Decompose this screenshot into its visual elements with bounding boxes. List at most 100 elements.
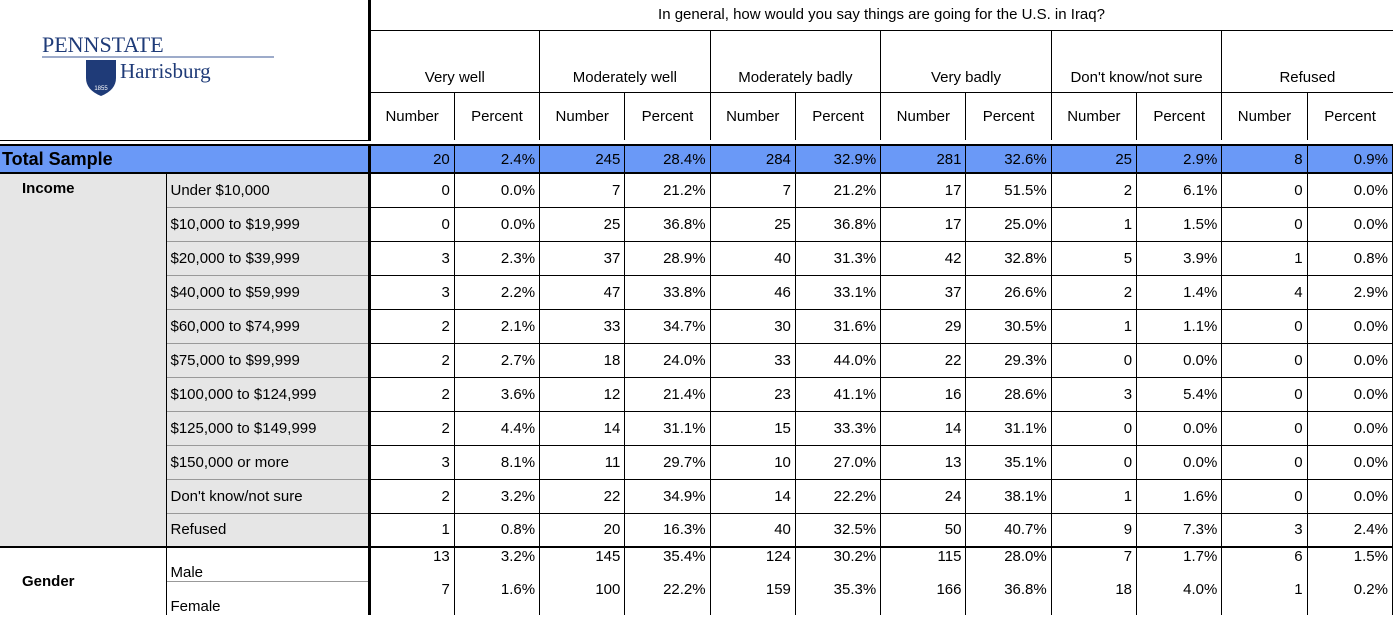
cell: 0.8% xyxy=(1306,241,1393,276)
column-header: Percent xyxy=(1306,91,1393,140)
cell: 6.1% xyxy=(1136,172,1223,208)
cell: 16 xyxy=(880,377,967,412)
cell: 30.2% xyxy=(794,546,882,581)
cell: 14 xyxy=(709,479,796,514)
cell: 16.3% xyxy=(624,513,711,548)
cell: 3.9% xyxy=(1136,241,1223,276)
data-row: $40,000 to $59,999 3 2.2% 47 33.8% 46 33.1% 37 2… xyxy=(0,274,1393,310)
cell: 34.9% xyxy=(624,479,711,514)
data-row: $150,000 or more 3 8.1% 11 29.7% 10 27.0% 13 35.… xyxy=(0,444,1393,480)
cell: 0.8% xyxy=(453,513,541,548)
cell: 35.4% xyxy=(624,546,711,581)
cell: 21.4% xyxy=(624,377,711,412)
cell: 1.7% xyxy=(1136,546,1223,581)
cell: 33 xyxy=(539,309,626,344)
cell: 281 xyxy=(880,144,967,174)
cell: 2 xyxy=(367,479,455,514)
cell: 37 xyxy=(880,275,967,310)
cell: 50 xyxy=(880,513,967,548)
column-header: Percent xyxy=(794,91,881,140)
cell: 33.1% xyxy=(794,275,882,310)
cell: 28.4% xyxy=(624,144,711,174)
cell: 25 xyxy=(709,207,796,242)
cell: 4.0% xyxy=(1136,581,1223,615)
cell: 34.7% xyxy=(624,309,711,344)
logo-cell: PENNSTATE 1855 Harrisburg xyxy=(0,0,371,141)
cell: 124 xyxy=(709,546,796,581)
cell: 24 xyxy=(880,479,967,514)
cell: 284 xyxy=(709,144,796,174)
cell: 0 xyxy=(1221,411,1308,446)
cell: 1.5% xyxy=(1306,546,1393,581)
column-header: Percent xyxy=(965,91,1052,140)
cell: 29.3% xyxy=(965,343,1052,378)
cell: 0.0% xyxy=(1136,343,1223,378)
cell: 2.4% xyxy=(1306,513,1393,548)
cell: 2 xyxy=(1050,172,1138,208)
data-row: $20,000 to $39,999 3 2.3% 37 28.9% 40 31.3% 42 3… xyxy=(0,240,1393,276)
cell: 12 xyxy=(539,377,626,412)
cell: 20 xyxy=(539,513,626,548)
cell: 33.8% xyxy=(624,275,711,310)
cell: 0 xyxy=(367,207,455,242)
cell: 29 xyxy=(880,309,967,344)
group-header: Moderately badly xyxy=(709,29,881,92)
cell: 1.5% xyxy=(1136,207,1223,242)
cell: 44.0% xyxy=(794,343,882,378)
column-header: Number xyxy=(539,91,625,140)
cell: 0 xyxy=(1221,207,1308,242)
cell: 1 xyxy=(1221,581,1308,615)
row-label: $60,000 to $74,999 xyxy=(165,308,369,343)
cell: 18 xyxy=(539,343,626,378)
group-header: Very well xyxy=(367,29,540,92)
cell: 1.4% xyxy=(1136,275,1223,310)
cell: 2 xyxy=(367,411,455,446)
column-header: Number xyxy=(1221,91,1308,140)
cell: 3 xyxy=(367,275,455,310)
column-header: Number xyxy=(709,91,796,140)
cell: 22.2% xyxy=(624,581,711,615)
cell: 2 xyxy=(367,343,455,378)
row-label: $75,000 to $99,999 xyxy=(165,342,369,377)
column-header: Percent xyxy=(453,91,540,140)
row-label: $40,000 to $59,999 xyxy=(165,274,369,309)
logo-campus: Harrisburg xyxy=(120,59,211,83)
cell: 0.0% xyxy=(1306,377,1393,412)
cell: 0.0% xyxy=(1306,479,1393,514)
question: In general, how would you say things are… xyxy=(368,0,1393,30)
column-header: Number xyxy=(367,91,455,140)
row-label: Refused xyxy=(165,512,369,547)
row-label: Under $10,000 xyxy=(165,172,369,207)
cell: 27.0% xyxy=(794,445,882,480)
row-label: Male xyxy=(165,546,369,581)
group-header: Refused xyxy=(1221,29,1393,92)
cell: 1 xyxy=(1050,309,1138,344)
cell: 13 xyxy=(880,445,967,480)
cell: 20 xyxy=(367,144,455,174)
cell: 32.9% xyxy=(794,144,882,174)
cell: 36.8% xyxy=(794,207,882,242)
cell: 33.3% xyxy=(794,411,882,446)
row-label: $125,000 to $149,999 xyxy=(165,410,369,445)
total-row: Total Sample 20 2.4% 245 28.4% 284 32.9% 281 32.… xyxy=(0,144,1393,174)
cell: 32.8% xyxy=(965,241,1052,276)
column-header: Number xyxy=(880,91,966,140)
cell: 2.4% xyxy=(453,144,541,174)
cell: 0.0% xyxy=(453,207,541,242)
cell: 2.3% xyxy=(453,241,541,276)
cell: 8 xyxy=(1221,144,1308,174)
cell: 46 xyxy=(709,275,796,310)
column-header: Number xyxy=(1050,91,1137,140)
cell: 0.0% xyxy=(1306,343,1393,378)
cell: 28.6% xyxy=(965,377,1052,412)
data-row: Gender Male 13 3.2% 145 35.4% 124 30.2% 115 28.0%… xyxy=(0,546,1393,615)
logo-name: PENNSTATE xyxy=(42,32,164,57)
cell: 42 xyxy=(880,241,967,276)
cell: 18 xyxy=(1050,581,1138,615)
data-row: $125,000 to $149,999 2 4.4% 14 31.1% 15 33.3% 1… xyxy=(0,410,1393,446)
logo-year: 1855 xyxy=(94,86,108,92)
cell: 2.7% xyxy=(453,343,541,378)
cell: 1.6% xyxy=(453,581,541,615)
cell: 21.2% xyxy=(794,172,882,208)
logo-shield xyxy=(86,60,116,96)
